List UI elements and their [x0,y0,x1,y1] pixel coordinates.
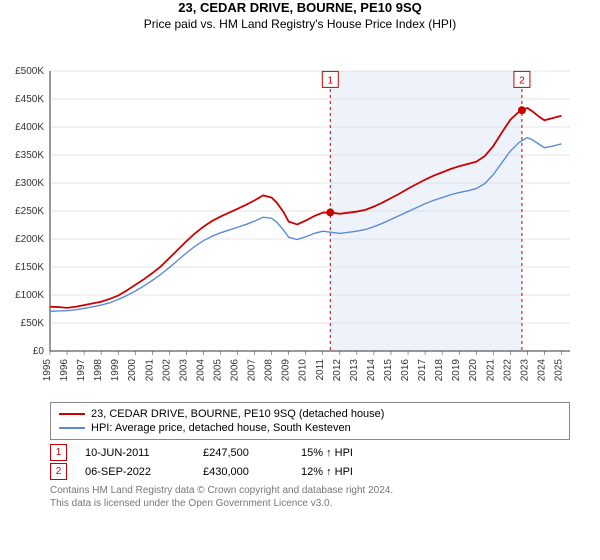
legend-swatch-hpi [59,427,85,429]
svg-text:2020: 2020 [468,359,479,382]
svg-text:2003: 2003 [178,359,189,382]
svg-text:2018: 2018 [434,359,445,382]
svg-text:2022: 2022 [502,359,513,382]
svg-text:£500K: £500K [15,66,44,77]
marker-price: £430,000 [203,466,283,478]
svg-text:2: 2 [519,75,525,86]
footnote-line2: This data is licensed under the Open Gov… [50,497,570,510]
legend: 23, CEDAR DRIVE, BOURNE, PE10 9SQ (detac… [50,402,570,440]
svg-text:2016: 2016 [400,359,411,382]
legend-swatch-property [59,413,85,415]
svg-text:2024: 2024 [536,359,547,382]
svg-text:2019: 2019 [451,359,462,382]
svg-text:£0: £0 [33,346,45,357]
svg-text:£100K: £100K [15,290,44,301]
legend-row-hpi: HPI: Average price, detached house, Sout… [59,421,561,435]
marker-table: 1 10-JUN-2011 £247,500 15% ↑ HPI 2 06-SEP-202… [0,444,600,480]
svg-text:2009: 2009 [281,359,292,382]
svg-text:1997: 1997 [76,359,87,382]
svg-text:£250K: £250K [15,206,44,217]
svg-text:2008: 2008 [264,359,275,382]
svg-text:£150K: £150K [15,262,44,273]
legend-label-property: 23, CEDAR DRIVE, BOURNE, PE10 9SQ (detac… [91,408,384,420]
svg-text:2012: 2012 [332,359,343,382]
svg-text:2006: 2006 [230,359,241,382]
marker-price: £247,500 [203,447,283,459]
marker-badge: 2 [50,463,67,480]
marker-row: 1 10-JUN-2011 £247,500 15% ↑ HPI [50,444,570,461]
svg-text:£200K: £200K [15,234,44,245]
svg-text:2017: 2017 [417,359,428,382]
svg-text:1995: 1995 [42,359,53,382]
svg-text:2023: 2023 [519,359,530,382]
svg-text:2011: 2011 [315,359,326,381]
svg-text:£300K: £300K [15,178,44,189]
marker-delta: 12% ↑ HPI [301,466,353,478]
marker-date: 10-JUN-2011 [85,447,185,459]
marker-badge: 1 [50,444,67,461]
chart-container: 23, CEDAR DRIVE, BOURNE, PE10 9SQ Price … [0,0,600,560]
svg-text:2007: 2007 [247,359,258,382]
svg-text:2025: 2025 [553,359,564,382]
svg-text:1996: 1996 [59,359,70,382]
line-chart: £0 £50K £100K £150K £200K £250K £300K £350K £400… [0,31,600,391]
marker-delta: 15% ↑ HPI [301,447,353,459]
svg-text:2015: 2015 [383,359,394,382]
legend-row-property: 23, CEDAR DRIVE, BOURNE, PE10 9SQ (detac… [59,407,561,421]
marker-date: 06-SEP-2022 [85,466,185,478]
legend-label-hpi: HPI: Average price, detached house, Sout… [91,422,351,434]
svg-text:£350K: £350K [15,150,44,161]
svg-text:2001: 2001 [144,359,155,382]
svg-text:£450K: £450K [15,94,44,105]
svg-text:1: 1 [328,75,334,86]
svg-text:2021: 2021 [485,359,496,382]
svg-text:2005: 2005 [212,359,223,382]
svg-text:£400K: £400K [15,122,44,133]
svg-text:1999: 1999 [110,359,121,382]
svg-text:2004: 2004 [195,359,206,382]
chart-area: £0 £50K £100K £150K £200K £250K £300K £350K £400… [0,31,600,396]
svg-text:2002: 2002 [161,359,172,382]
marker-row: 2 06-SEP-2022 £430,000 12% ↑ HPI [50,463,570,480]
page-title: 23, CEDAR DRIVE, BOURNE, PE10 9SQ [0,0,600,15]
svg-text:2000: 2000 [127,359,138,382]
footnote-line1: Contains HM Land Registry data © Crown c… [50,484,570,497]
footnote: Contains HM Land Registry data © Crown c… [50,484,570,510]
svg-text:2014: 2014 [366,359,377,382]
svg-text:1998: 1998 [93,359,104,382]
svg-text:£50K: £50K [21,318,45,329]
svg-text:2013: 2013 [349,359,360,382]
page-subtitle: Price paid vs. HM Land Registry's House … [0,17,600,31]
svg-text:2010: 2010 [298,359,309,382]
